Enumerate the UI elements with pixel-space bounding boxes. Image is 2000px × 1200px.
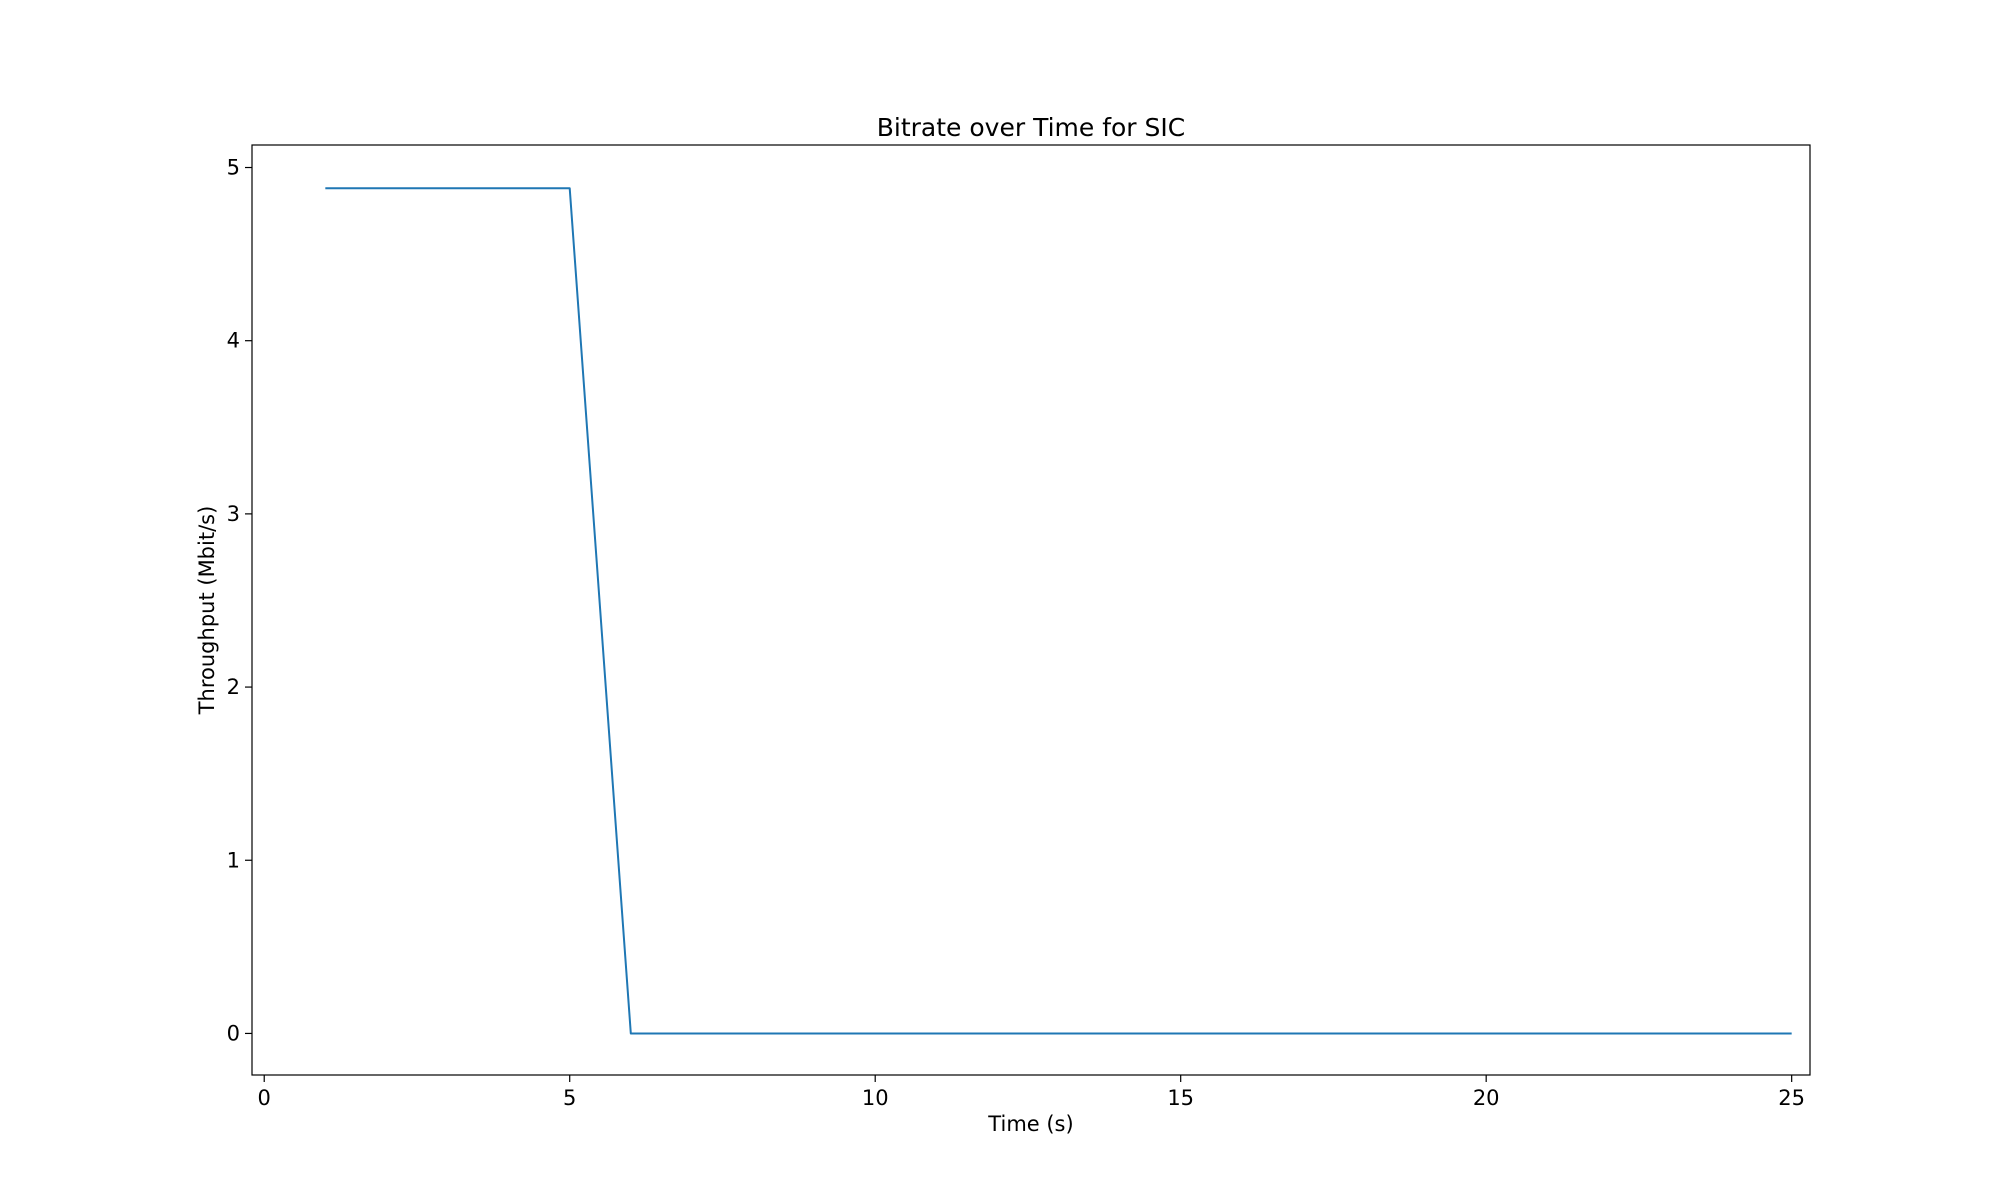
y-tick-label: 1: [227, 848, 240, 872]
series-layer: [325, 187, 1792, 1035]
chart-title: Bitrate over Time for SIC: [877, 113, 1185, 142]
y-axis: 0 1 2 3 4 5: [227, 156, 252, 1045]
x-axis: 0 5 10 15 20 25: [258, 1075, 1805, 1110]
series-line: [325, 187, 1792, 1035]
y-axis-label: Throughput (Mbit/s): [195, 506, 219, 716]
x-tick-label: 15: [1167, 1086, 1194, 1110]
x-tick-label: 0: [258, 1086, 271, 1110]
x-tick-label: 5: [563, 1086, 576, 1110]
y-tick-label: 5: [227, 156, 240, 180]
x-tick-label: 20: [1473, 1086, 1500, 1110]
y-tick-label: 3: [227, 502, 240, 526]
plot-frame: [251, 144, 1811, 1076]
y-tick-label: 4: [227, 329, 240, 353]
x-tick-label: 10: [862, 1086, 889, 1110]
x-axis-label: Time (s): [987, 1112, 1073, 1136]
plot-area: [251, 144, 1811, 1076]
y-tick-label: 0: [227, 1021, 240, 1045]
y-tick-label: 2: [227, 675, 240, 699]
x-tick-label: 25: [1778, 1086, 1805, 1110]
